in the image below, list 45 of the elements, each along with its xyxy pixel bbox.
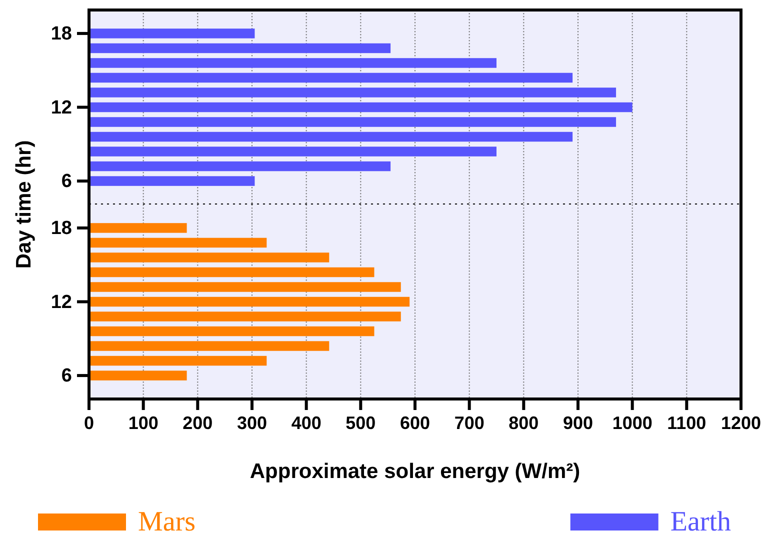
x-tick-label: 500 [346,412,376,433]
bar [89,28,255,38]
bar [89,238,267,248]
x-tick-label: 0 [84,412,94,433]
x-tick-label: 900 [562,412,594,433]
bar [89,146,496,156]
bar [89,296,410,307]
x-tick-label: 600 [400,412,430,433]
x-tick-label: 400 [291,412,322,433]
bar [89,356,267,366]
x-tick-label: 200 [182,412,213,433]
bar [89,161,391,172]
y-tick-label: 12 [50,292,72,313]
bar [89,370,187,380]
y-axis-title: Day time (hr) [12,140,36,269]
bar [89,312,401,322]
y-tick-label: 18 [50,24,72,45]
bar [89,176,255,186]
y-tick-label: 12 [50,97,72,118]
bar [89,223,187,233]
x-tick-label: 700 [454,412,484,433]
y-tick-label: 6 [61,366,72,387]
bar [89,88,616,98]
x-tick-label: 100 [128,412,158,433]
bar [89,282,401,292]
y-tick-label: 18 [50,218,72,240]
bar [89,58,496,68]
bar [89,267,374,278]
bar [89,341,330,351]
x-axis-title: Approximate solar energy (W/m²) [250,460,580,483]
legend-label: Earth [670,506,731,536]
x-tick-label: 1000 [612,412,652,433]
bar [89,117,616,127]
bar [89,132,573,142]
bar [89,326,374,336]
x-tick-label: 300 [236,412,268,433]
y-tick-label: 6 [61,171,72,192]
bar [89,252,330,262]
bar [89,72,573,83]
x-tick-label: 800 [508,412,539,433]
bar [89,43,391,54]
bar [89,102,632,112]
x-tick-label: 1100 [667,412,706,433]
legend-label: Mars [138,506,196,536]
x-tick-label: 1200 [720,412,762,433]
